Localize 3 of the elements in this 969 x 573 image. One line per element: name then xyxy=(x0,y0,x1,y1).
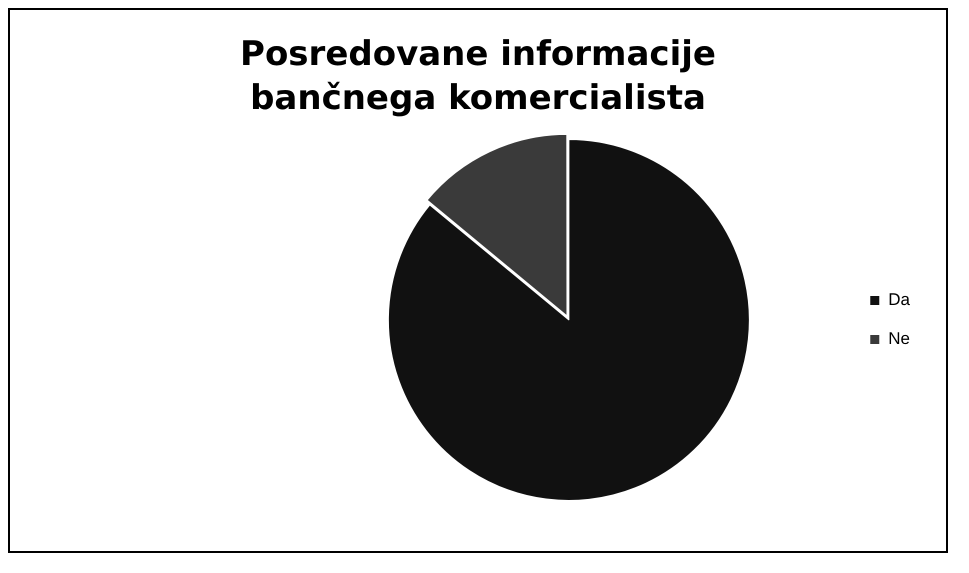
legend-label: Da xyxy=(888,290,911,310)
legend-label: Ne xyxy=(888,329,910,348)
chart-title: Posredovane informacije bančnega komercialista xyxy=(239,33,717,120)
